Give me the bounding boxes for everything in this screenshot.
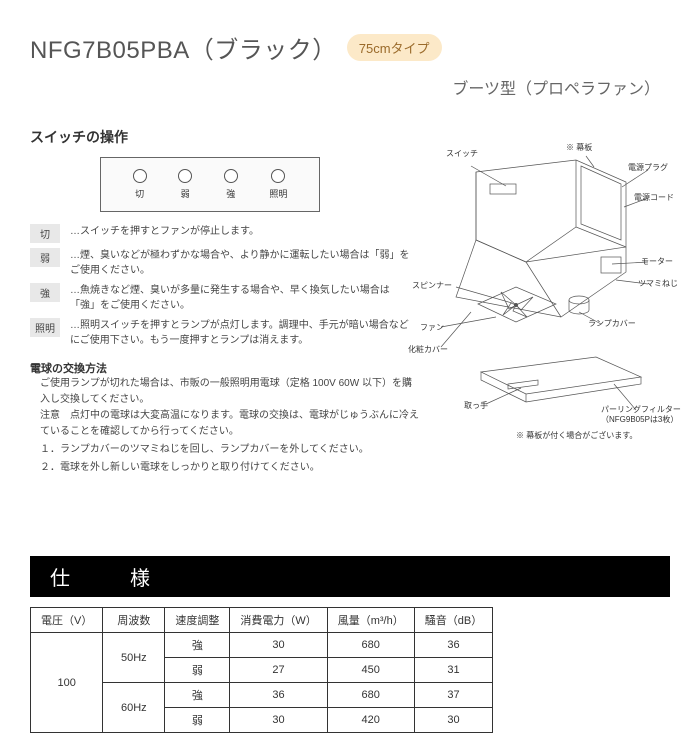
bulb-p1: ご使用ランプが切れた場合は、市販の一般照明用電球（定格 100V 60W 以下）…	[40, 376, 420, 408]
bulb-step2: ２．電球を外し新しい電球をしっかりと取り付けてください。	[40, 460, 420, 476]
cell-voltage: 100	[31, 633, 103, 733]
cell-noise: 31	[414, 658, 492, 683]
cell-power: 36	[230, 683, 327, 708]
label-cover: 化粧カバー	[408, 344, 448, 355]
spec-table: 電圧（V） 周波数 速度調整 消費電力（W） 風量（m³/h） 騒音（dB） 1…	[30, 607, 493, 733]
label-knob: ツマミねじ	[638, 278, 678, 289]
col-freq: 周波数	[103, 608, 165, 633]
bulb-p2: 注意 点灯中の電球は大変高温になります。電球の交換は、電球がじゅうぶんに冷えてい…	[40, 408, 420, 440]
desc-key-off: 切	[30, 224, 60, 243]
desc-text-off: …スイッチを押すとファンが停止します。	[60, 224, 259, 239]
label-note: ※ 幕板が付く場合がございます。	[516, 430, 637, 441]
cell-power: 30	[230, 633, 327, 658]
model-number: NFG7B05PBA（ブラック）	[30, 30, 337, 65]
button-light-icon	[271, 169, 285, 183]
cell-air: 680	[327, 683, 414, 708]
cell-speed: 弱	[165, 708, 230, 733]
cell-power: 27	[230, 658, 327, 683]
cell-air: 680	[327, 633, 414, 658]
label-handle: 取っ手	[464, 400, 488, 411]
button-off-label: 切	[135, 187, 144, 200]
bulb-text: ご使用ランプが切れた場合は、市販の一般照明用電球（定格 100V 60W 以下）…	[30, 376, 420, 476]
desc-text-low: …煙、臭いなどが極わずかな場合や、より静かに運転したい場合は「弱」をご使用くださ…	[60, 248, 410, 278]
desc-key-high: 強	[30, 283, 60, 302]
button-low-label: 弱	[181, 187, 190, 200]
desc-key-low: 弱	[30, 248, 60, 267]
cell-speed: 弱	[165, 658, 230, 683]
col-air: 風量（m³/h）	[327, 608, 414, 633]
label-motor: モーター	[641, 256, 673, 267]
product-type: ブーツ型（プロペラファン）	[30, 75, 660, 99]
label-lamp: ランプカバー	[588, 318, 636, 329]
label-fan: ファン	[420, 322, 444, 333]
col-speed: 速度調整	[165, 608, 230, 633]
product-diagram: スイッチ ※ 幕板 電源プラグ 電源コード モーター ツマミねじ スピンナー フ…	[416, 152, 676, 442]
cell-freq: 50Hz	[103, 633, 165, 683]
label-plug: 電源プラグ	[628, 162, 668, 173]
cell-noise: 37	[414, 683, 492, 708]
desc-text-light: …照明スイッチを押すとランプが点灯します。調理中、手元が暗い場合などにご使用下さ…	[60, 318, 410, 348]
button-low-icon	[178, 169, 192, 183]
cell-power: 30	[230, 708, 327, 733]
cell-noise: 36	[414, 633, 492, 658]
cell-air: 450	[327, 658, 414, 683]
button-off-icon	[133, 169, 147, 183]
cell-speed: 強	[165, 683, 230, 708]
label-filter2: （NFG9B05Pは3枚）	[601, 414, 678, 425]
cell-noise: 30	[414, 708, 492, 733]
spec-title: 仕 様	[30, 556, 670, 597]
button-high-icon	[224, 169, 238, 183]
table-row: 電圧（V） 周波数 速度調整 消費電力（W） 風量（m³/h） 騒音（dB）	[31, 608, 493, 633]
desc-key-light: 照明	[30, 318, 60, 337]
label-spinner: スピンナー	[412, 280, 452, 291]
size-badge: 75cmタイプ	[347, 34, 442, 61]
button-light-label: 照明	[269, 187, 287, 200]
bulb-step1: １．ランプカバーのツマミねじを回し、ランプカバーを外してください。	[40, 442, 420, 458]
table-row: 100 50Hz 強 30 680 36	[31, 633, 493, 658]
cell-speed: 強	[165, 633, 230, 658]
cell-air: 420	[327, 708, 414, 733]
cell-freq: 60Hz	[103, 683, 165, 733]
col-voltage: 電圧（V）	[31, 608, 103, 633]
label-cord: 電源コード	[634, 192, 674, 203]
desc-text-high: …魚焼きなど煙、臭いが多量に発生する場合や、早く換気したい場合は「強」をご使用く…	[60, 283, 410, 313]
col-noise: 騒音（dB）	[414, 608, 492, 633]
switch-descriptions: 切…スイッチを押すとファンが停止します。 弱…煙、臭いなどが極わずかな場合や、よ…	[30, 224, 410, 348]
label-makuita: ※ 幕板	[566, 142, 592, 153]
label-switch: スイッチ	[446, 148, 478, 159]
col-power: 消費電力（W）	[230, 608, 327, 633]
button-high-label: 強	[226, 187, 235, 200]
